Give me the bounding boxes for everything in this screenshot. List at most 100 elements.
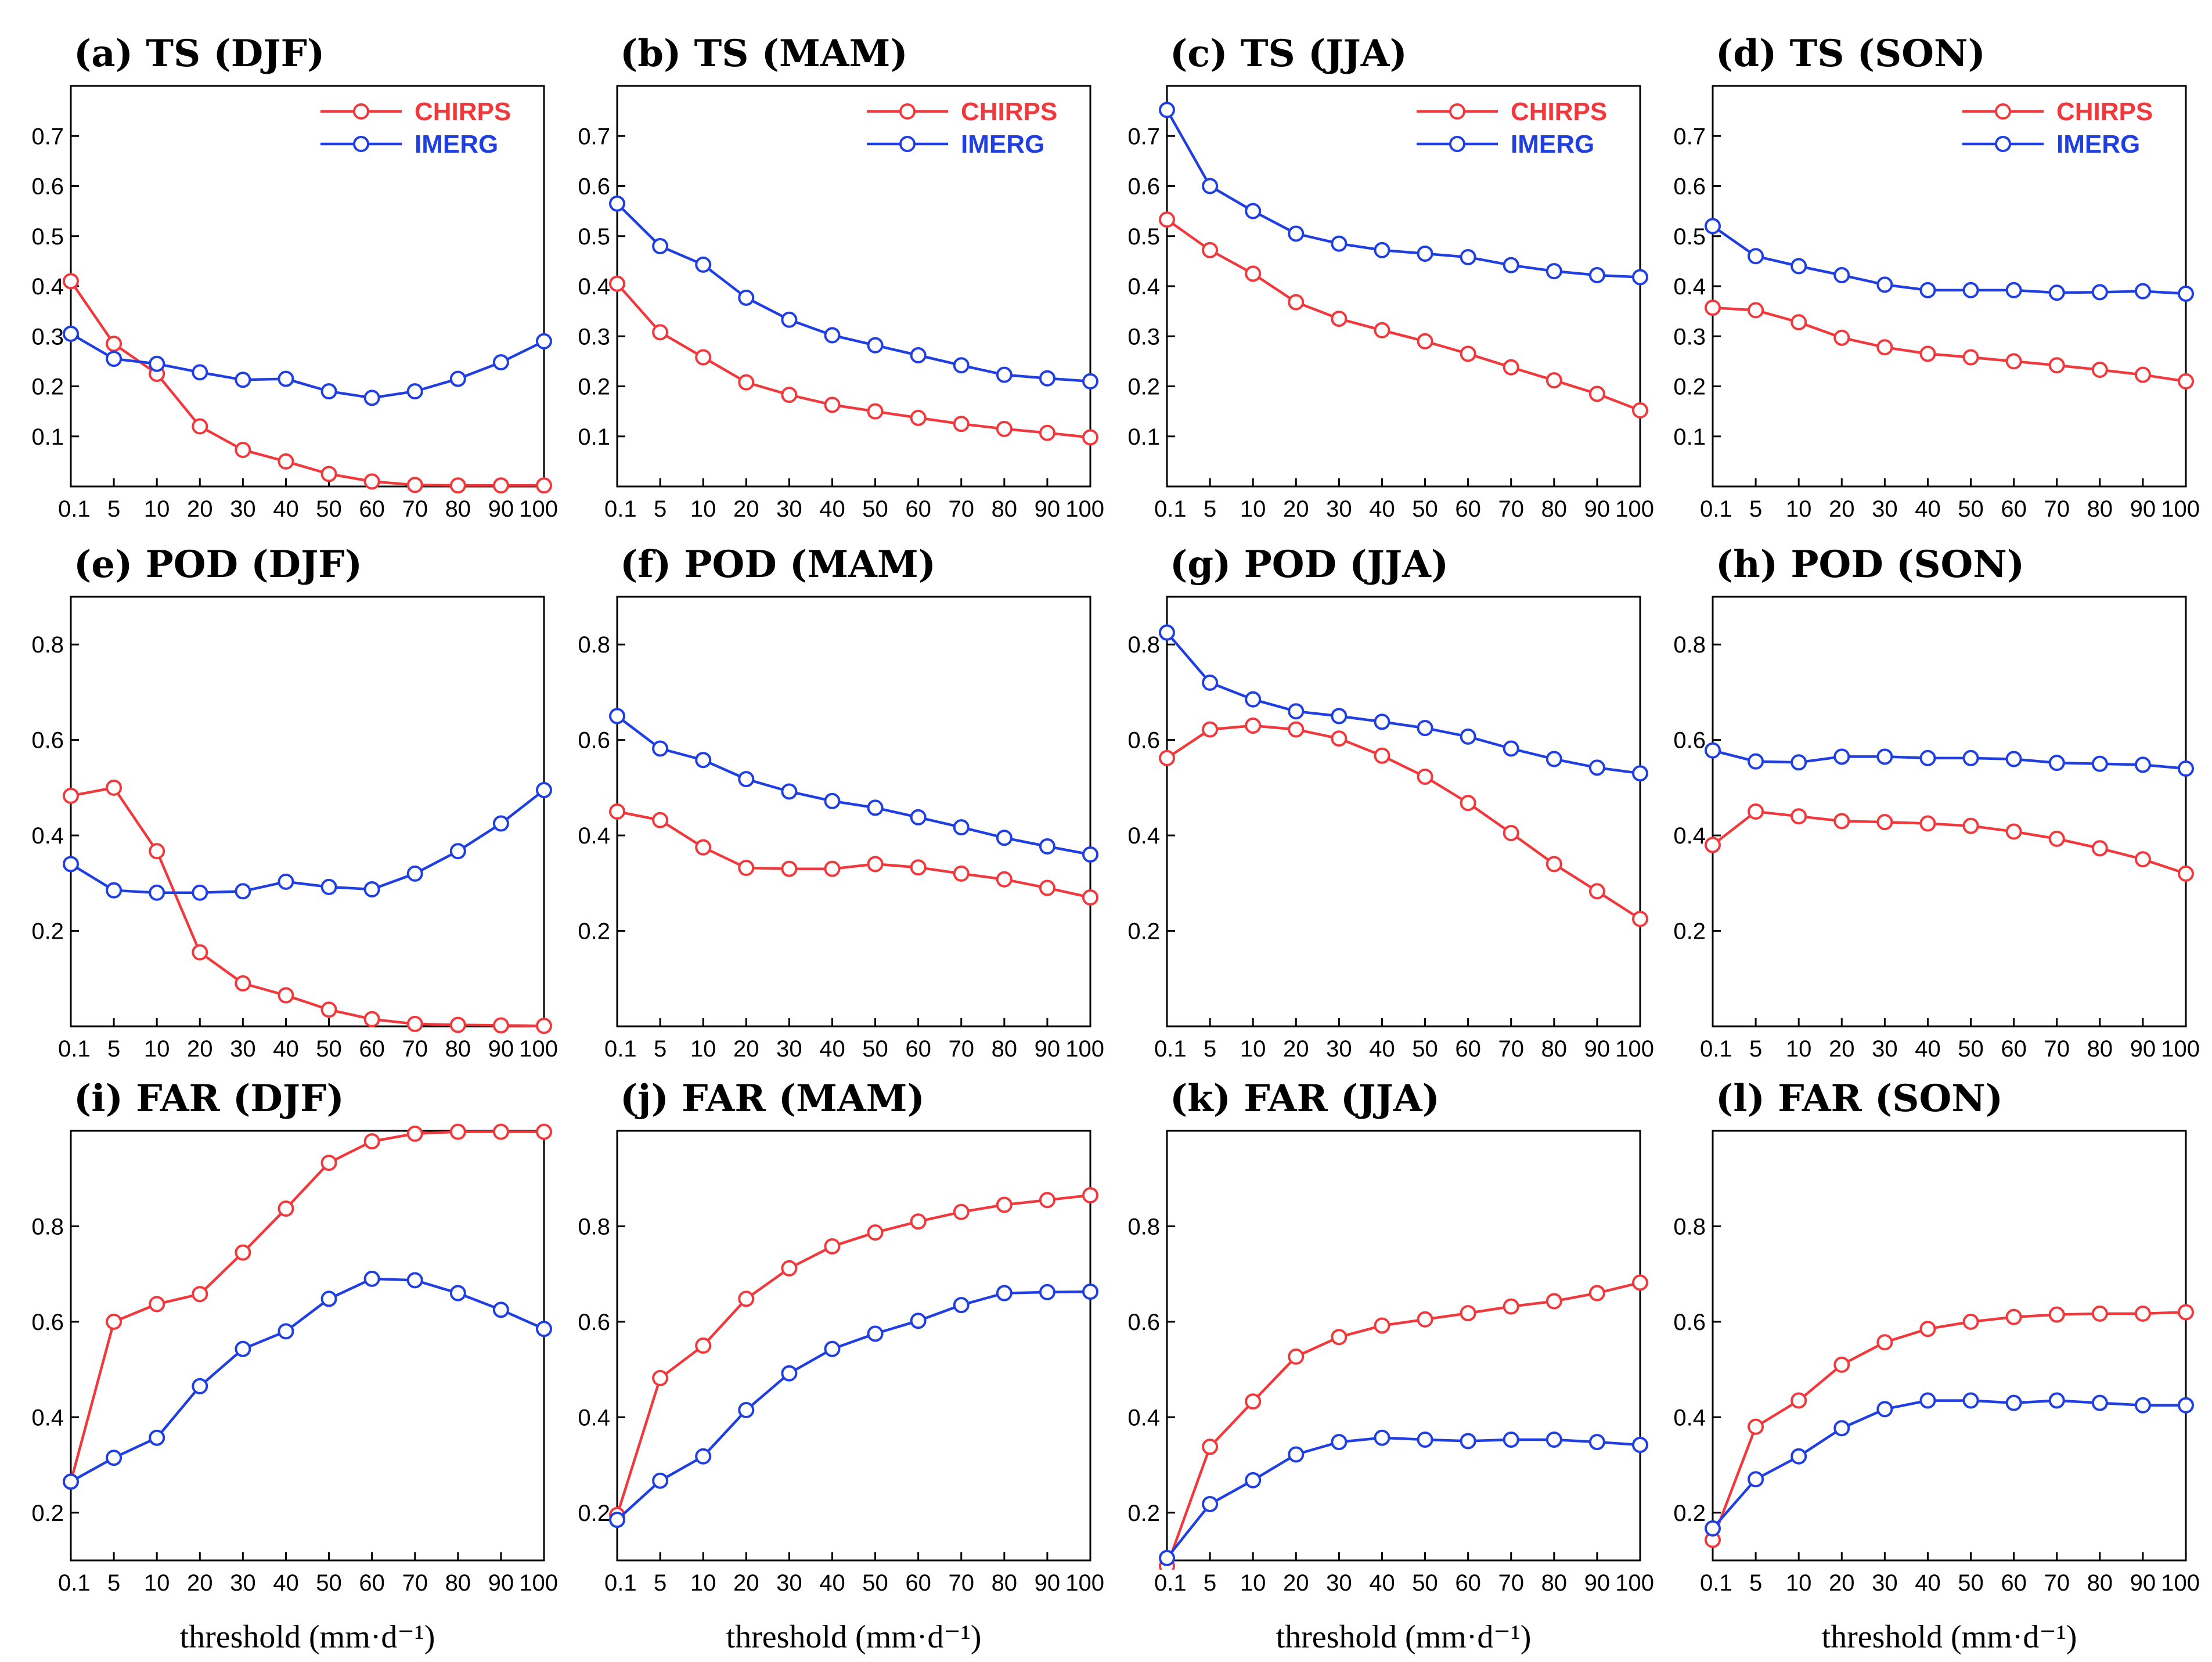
panel-title: (b) TS (MAM): [620, 32, 908, 75]
x-tick-label: 90: [1035, 1570, 1061, 1596]
data-point-chirps: [910, 859, 927, 876]
x-tick-label: 100: [519, 1036, 558, 1062]
data-point-chirps: [1460, 345, 1476, 362]
data-point-imerg: [1288, 225, 1305, 242]
data-point-chirps: [278, 987, 294, 1004]
data-point-chirps: [1374, 1317, 1390, 1334]
data-point-imerg: [652, 238, 669, 254]
x-tick-label: 50: [1412, 496, 1438, 522]
data-point-imerg: [2178, 1397, 2194, 1414]
x-tick-label: 20: [733, 1570, 759, 1596]
data-point-imerg: [910, 347, 927, 364]
series-line-chirps: [1166, 724, 1641, 920]
y-tick-label: 0.1: [1673, 424, 1706, 450]
data-point-chirps: [1545, 1293, 1562, 1310]
data-point-imerg: [2134, 756, 2151, 773]
x-tick-label: 30: [776, 1036, 802, 1062]
data-point-imerg: [1588, 267, 1605, 284]
data-point-imerg: [449, 1285, 466, 1302]
data-point-imerg: [695, 752, 712, 769]
data-point-chirps: [1331, 730, 1348, 747]
data-point-chirps: [1632, 402, 1648, 419]
x-tick-label: 90: [2130, 1570, 2156, 1596]
x-tick-label: 100: [1615, 1570, 1654, 1596]
x-tick-label: 0.1: [1154, 496, 1187, 522]
legend-label-chirps: CHIRPS: [2056, 98, 2153, 126]
x-tick-label: 50: [862, 1036, 888, 1062]
data-point-imerg: [1748, 753, 1764, 770]
data-point-chirps: [1039, 424, 1055, 441]
panel-10: (j) FAR (MAM) 0.2 0.4 0.6 0.8 0.1 5 10 20 30 40 50 6…: [578, 1077, 1104, 1655]
data-point-imerg: [1962, 282, 1979, 298]
x-tick-label: 90: [488, 496, 514, 522]
data-point-chirps: [910, 1213, 927, 1230]
data-point-imerg: [106, 882, 123, 899]
data-point-chirps: [1588, 385, 1605, 402]
data-point-imerg: [1082, 846, 1098, 863]
data-point-imerg: [953, 819, 970, 836]
data-point-chirps: [1159, 749, 1175, 766]
panel-title: (h) POD (SON): [1716, 543, 2024, 586]
data-point-chirps: [63, 787, 79, 804]
x-tick-label: 70: [1498, 1570, 1524, 1596]
x-tick-label: 70: [2044, 1570, 2070, 1596]
data-point-chirps: [2178, 373, 2194, 390]
data-point-chirps: [1962, 349, 1979, 366]
x-tick-label: 60: [905, 496, 931, 522]
x-tick-label: 60: [905, 1570, 931, 1596]
y-tick-label: 0.2: [1127, 374, 1160, 400]
x-tick-label: 40: [273, 1570, 299, 1596]
x-tick-label: 5: [654, 1570, 667, 1596]
x-tick-label: 60: [905, 1036, 931, 1062]
data-point-chirps: [63, 273, 79, 290]
data-point-imerg: [953, 1297, 970, 1314]
data-point-chirps: [1503, 825, 1519, 841]
data-point-imerg: [1791, 754, 1807, 771]
y-tick-label: 0.6: [578, 1310, 610, 1335]
x-tick-label: 70: [2044, 496, 2070, 522]
x-tick-label: 70: [1498, 1036, 1524, 1062]
data-point-imerg: [996, 1285, 1013, 1302]
y-tick-label: 0.2: [578, 1501, 610, 1526]
data-point-chirps: [1374, 747, 1390, 764]
data-point-chirps: [1288, 721, 1305, 738]
data-point-chirps: [235, 442, 251, 459]
data-point-chirps: [953, 865, 970, 882]
data-point-chirps: [1202, 721, 1219, 738]
x-tick-label: 80: [992, 496, 1018, 522]
data-point-imerg: [1632, 1437, 1648, 1454]
legend-label-chirps: CHIRPS: [1511, 98, 1607, 126]
data-point-chirps: [2005, 353, 2022, 370]
x-tick-label: 90: [1035, 1036, 1061, 1062]
x-tick-label: 20: [187, 1036, 213, 1062]
data-point-imerg: [2178, 760, 2194, 777]
x-tick-label: 0.1: [604, 496, 637, 522]
data-point-imerg: [2091, 284, 2108, 301]
data-point-imerg: [609, 195, 625, 212]
x-tick-label: 80: [2087, 1570, 2113, 1596]
data-point-imerg: [63, 1473, 79, 1490]
data-point-chirps: [738, 1290, 755, 1307]
x-tick-label: 20: [187, 1570, 213, 1596]
x-tick-label: 50: [1958, 1036, 1984, 1062]
x-tick-label: 50: [1958, 1570, 1984, 1596]
panel-title: (f) POD (MAM): [620, 543, 936, 586]
data-point-imerg: [1374, 1429, 1390, 1446]
series-line-imerg: [1712, 749, 2186, 770]
x-tick-label: 70: [2044, 1036, 2070, 1062]
data-point-imerg: [2091, 755, 2108, 772]
x-tick-label: 100: [1065, 1036, 1104, 1062]
x-tick-label: 30: [1326, 1570, 1352, 1596]
x-tick-label: 60: [1455, 496, 1481, 522]
data-point-imerg: [1082, 1284, 1098, 1300]
y-tick-label: 0.4: [578, 823, 610, 849]
y-tick-label: 0.8: [1673, 1214, 1706, 1239]
x-tick-label: 40: [819, 1036, 845, 1062]
data-point-imerg: [320, 1290, 337, 1307]
data-point-chirps: [2134, 1305, 2151, 1322]
series-line-imerg: [616, 1290, 1091, 1521]
data-point-chirps: [2134, 851, 2151, 868]
data-point-imerg: [1202, 675, 1219, 691]
data-point-imerg: [695, 1448, 712, 1465]
